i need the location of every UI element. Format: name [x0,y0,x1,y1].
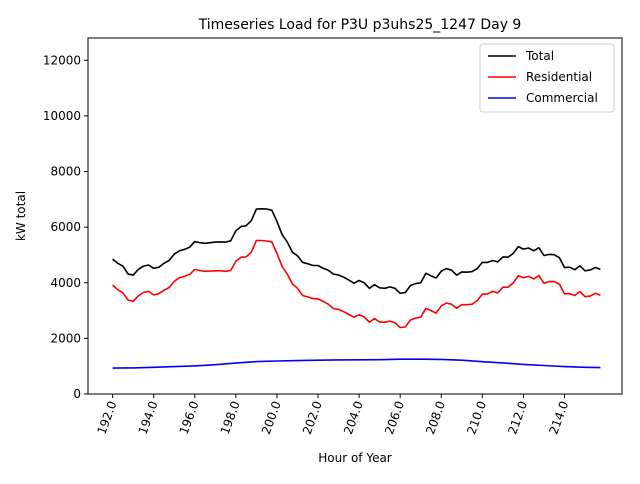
y-tick-label: 12000 [43,53,81,67]
series-lines [112,208,601,369]
legend-label-commercial: Commercial [526,91,598,105]
legend: Total Residential Commercial [479,43,615,113]
y-tick-label: 0 [73,387,81,401]
x-axis: 192.0 194.0 196.0 198.0 200.0 202.0 204.0 206.0… [95,394,571,436]
y-axis-label: kW total [14,191,28,241]
x-tick-label: 206.0 [382,399,407,436]
x-tick-label: 192.0 [95,399,120,436]
y-tick-label: 6000 [50,220,81,234]
x-tick-label: 212.0 [505,399,530,436]
y-axis: 0 2000 4000 6000 8000 10000 12000 [43,53,88,401]
x-tick-label: 202.0 [300,399,325,436]
y-tick-label: 10000 [43,109,81,123]
legend-box [479,43,615,113]
y-tick-label: 8000 [50,165,81,179]
chart-title: Timeseries Load for P3U p3uhs25_1247 Day… [198,17,522,33]
x-axis-label: Hour of Year [318,451,392,465]
legend-label-residential: Residential [526,70,592,84]
x-tick-label: 208.0 [423,399,448,436]
y-tick-label: 2000 [50,331,81,345]
y-tick-label: 4000 [50,276,81,290]
x-tick-label: 200.0 [259,399,284,436]
x-tick-label: 196.0 [177,399,202,436]
series-line-residential [112,239,601,329]
plot-area-frame [87,37,623,395]
series-line-total [112,208,601,295]
x-tick-label: 194.0 [136,399,161,436]
x-tick-label: 210.0 [464,399,489,436]
x-tick-label: 214.0 [546,399,571,436]
legend-label-total: Total [525,49,554,63]
x-tick-label: 198.0 [218,399,243,436]
x-tick-label: 204.0 [341,399,366,436]
series-line-commercial [112,358,601,369]
